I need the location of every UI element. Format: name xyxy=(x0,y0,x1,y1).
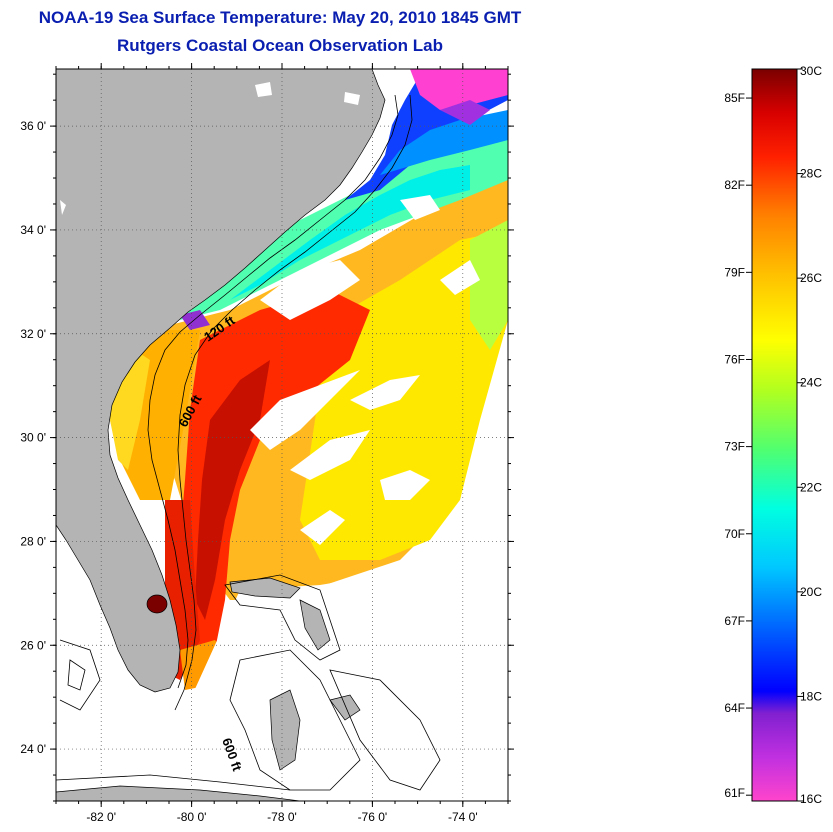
isobath-gulf-inner xyxy=(67,659,86,691)
colorbar-scale xyxy=(751,68,798,802)
lon-tick-label-3: -76 0' xyxy=(358,810,388,824)
inland-water-patch xyxy=(255,82,272,97)
lat-tick-label-5: 26 0' xyxy=(20,638,46,652)
land-us-mainland xyxy=(56,69,386,693)
cloud-patch xyxy=(350,375,420,410)
isobath-gulf xyxy=(59,639,101,711)
sst-green-patch xyxy=(470,220,508,350)
isobath-bahamas-south xyxy=(229,649,361,791)
land-bahamas-north xyxy=(229,577,301,599)
inland-water xyxy=(60,82,360,215)
lon-tick-label-0: -82 0' xyxy=(86,810,116,824)
sst-gulf-stream-core xyxy=(195,360,270,620)
land-cuba xyxy=(56,785,301,801)
colorbar-f-label-5: 70F xyxy=(724,527,745,541)
isobath-cuba xyxy=(56,774,291,791)
colorbar-c-label-5: 20C xyxy=(800,585,822,599)
cloud-patch xyxy=(300,510,345,545)
colorbar-f-label-3: 76F xyxy=(724,352,745,366)
isobath-bahamas-east xyxy=(329,669,441,791)
isobath-bahamas xyxy=(224,574,341,661)
colorbar-f-label-0: 85F xyxy=(724,91,745,105)
inland-water-patch xyxy=(60,200,66,215)
cloud-patch xyxy=(440,260,480,295)
colorbar-c-label-4: 22C xyxy=(800,480,822,494)
land xyxy=(56,69,386,801)
lat-tick-label-2: 32 0' xyxy=(20,327,46,341)
lon-tick-label-4: -74 0' xyxy=(448,810,478,824)
colorbar: 30C 28C 26C 24C 22C 20C 18C 16C 85F 82F 79F 76F 73F… xyxy=(724,64,822,806)
colorbar-f-label-1: 82F xyxy=(724,178,745,192)
lat-tick-label-6: 24 0' xyxy=(20,742,46,756)
map-panel xyxy=(56,69,508,801)
map-subtitle: Rutgers Coastal Ocean Observation Lab xyxy=(117,36,443,55)
lat-tick-label-4: 28 0' xyxy=(20,534,46,548)
isobaths xyxy=(56,94,441,791)
colorbar-c-label-6: 18C xyxy=(800,689,822,703)
cloud-patch xyxy=(400,195,440,220)
colorbar-c-label-2: 26C xyxy=(800,271,822,285)
sst-north-purple xyxy=(440,100,490,125)
cloud-patch xyxy=(260,260,360,320)
colorbar-fahrenheit-labels: 85F 82F 79F 76F 73F 70F 67F 64F 61F xyxy=(724,91,752,800)
cloud-patch xyxy=(290,430,370,480)
lat-tick-label-3: 30 0' xyxy=(20,431,46,445)
lat-tick-label-0: 36 0' xyxy=(20,119,46,133)
longitude-axis: -82 0' -80 0' -78 0' -76 0' -74 0' xyxy=(55,63,509,824)
colorbar-f-label-7: 64F xyxy=(724,701,745,715)
colorbar-f-label-8: 61F xyxy=(724,786,745,800)
land-bahamas-andros xyxy=(269,689,301,771)
cloud-mask xyxy=(56,195,508,801)
isobath-600ft xyxy=(174,94,413,711)
lon-tick-label-2: -78 0' xyxy=(267,810,297,824)
colorbar-c-label-1: 28C xyxy=(800,167,822,181)
sst-north-magenta xyxy=(410,69,508,110)
isobath-120ft xyxy=(147,94,399,689)
colorbar-c-label-0: 30C xyxy=(800,64,822,78)
map-gridlines xyxy=(56,69,508,801)
lat-tick-label-1: 34 0' xyxy=(20,223,46,237)
cloud-patch xyxy=(250,370,360,450)
cloud-patch xyxy=(56,520,508,801)
land-bahamas-islands xyxy=(329,694,361,721)
colorbar-f-label-6: 67F xyxy=(724,614,745,628)
lake-okeechobee xyxy=(146,594,168,614)
lon-tick-label-1: -80 0' xyxy=(177,810,207,824)
colorbar-c-label-7: 16C xyxy=(800,792,822,806)
sst-gulf-stream xyxy=(170,290,370,680)
colorbar-c-label-3: 24C xyxy=(800,376,822,390)
sst-inshore-purple xyxy=(180,310,210,330)
colorbar-celsius-labels: 30C 28C 26C 24C 22C 20C 18C 16C xyxy=(797,64,822,806)
inland-water-patch xyxy=(344,92,360,105)
colorbar-f-label-4: 73F xyxy=(724,440,745,454)
map-title: NOAA-19 Sea Surface Temperature: May 20,… xyxy=(38,8,522,27)
colorbar-f-label-2: 79F xyxy=(724,265,745,279)
cloud-patch xyxy=(380,470,430,500)
latitude-axis: 36 0' 34 0' 32 0' 30 0' 28 0' 26 0' 24 0' xyxy=(20,73,514,802)
